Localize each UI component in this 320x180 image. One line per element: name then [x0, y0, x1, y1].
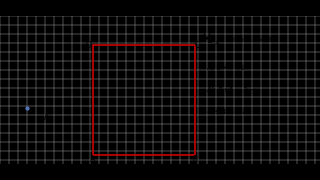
Text: A: 8→    4↓: A: 8→ 4↓ [207, 65, 246, 71]
Text: 4 ÷ 4 = 1↓: 4 ÷ 4 = 1↓ [207, 109, 247, 115]
Text: A': A' [44, 114, 52, 123]
Text: D: D [85, 40, 91, 50]
Text: ¼ of 12 = 3: ¼ of 12 = 3 [230, 37, 272, 43]
Text: B: B [192, 156, 197, 165]
Bar [93, 45, 195, 155]
Text: A': 8÷4 = 2 →: A': 8÷4 = 2 → [207, 87, 256, 93]
Text: A: A [90, 156, 96, 165]
Text: ÷ 4: ÷ 4 [207, 40, 220, 46]
Text: C: C [194, 40, 200, 50]
Text: Enlarge the shape below using a scale factor of 1/4 with COE marked■: Enlarge the shape below using a scale fa… [17, 0, 303, 8]
